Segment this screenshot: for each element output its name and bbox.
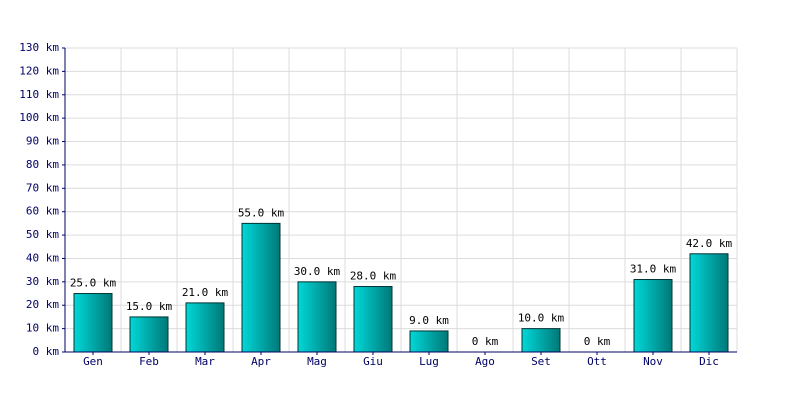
value-label: 55.0 km	[238, 206, 285, 219]
value-label: 21.0 km	[182, 286, 229, 299]
value-label: 10.0 km	[518, 312, 565, 325]
x-tick-label: Dic	[699, 355, 719, 368]
y-tick-label: 90 km	[26, 135, 59, 148]
bar	[521, 328, 561, 353]
x-tick-label: Ott	[587, 355, 607, 368]
y-tick-label: 10 km	[26, 322, 59, 335]
y-tick-label: 100 km	[19, 111, 59, 124]
bar	[633, 279, 673, 353]
y-tick-label: 120 km	[19, 64, 59, 77]
bar	[73, 293, 113, 353]
bar	[241, 222, 281, 353]
bar	[353, 286, 393, 353]
y-tick-label: 40 km	[26, 251, 59, 264]
x-tick-label: Mag	[307, 355, 327, 368]
y-tick-label: 130 km	[19, 41, 59, 54]
y-tick-label: 60 km	[26, 205, 59, 218]
x-tick-label: Apr	[251, 355, 271, 368]
value-label: 0 km	[584, 335, 611, 348]
y-tick-label: 70 km	[26, 181, 59, 194]
x-tick-label: Nov	[643, 355, 663, 368]
x-tick-label: Mar	[195, 355, 215, 368]
value-label: 9.0 km	[409, 314, 449, 327]
value-label: 28.0 km	[350, 270, 397, 283]
value-label: 0 km	[472, 335, 499, 348]
value-label: 25.0 km	[70, 277, 117, 290]
x-tick-label: Feb	[139, 355, 159, 368]
value-label: 31.0 km	[630, 263, 677, 276]
value-label: 42.0 km	[686, 237, 733, 250]
bar	[185, 302, 225, 353]
y-tick-label: 20 km	[26, 298, 59, 311]
y-tick-label: 30 km	[26, 275, 59, 288]
x-tick-label: Lug	[419, 355, 439, 368]
y-tick-label: 110 km	[19, 88, 59, 101]
x-tick-label: Gen	[83, 355, 103, 368]
value-label: 30.0 km	[294, 265, 341, 278]
bar	[689, 253, 729, 353]
x-tick-label: Giu	[363, 355, 383, 368]
bar	[297, 281, 337, 353]
y-tick-label: 50 km	[26, 228, 59, 241]
x-tick-label: Set	[531, 355, 551, 368]
value-label: 15.0 km	[126, 300, 173, 313]
bar	[129, 316, 169, 353]
bar	[409, 330, 449, 353]
y-tick-label: 80 km	[26, 158, 59, 171]
x-tick-label: Ago	[475, 355, 495, 368]
y-tick-label: 0 km	[33, 345, 60, 358]
